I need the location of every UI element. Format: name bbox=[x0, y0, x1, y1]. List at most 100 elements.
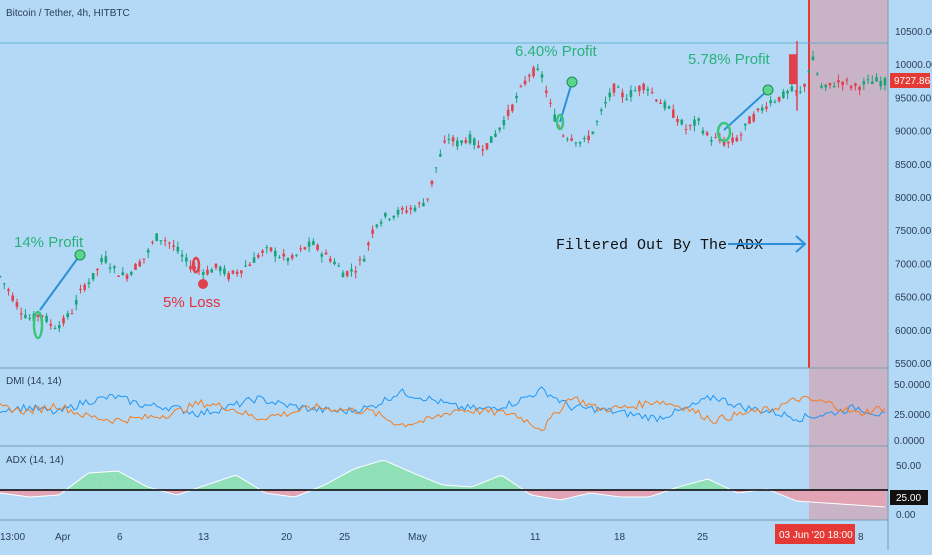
adx-fill-segment bbox=[207, 483, 212, 490]
adx-fill-segment bbox=[51, 490, 56, 496]
adx-fill-segment bbox=[377, 460, 382, 490]
candle-body bbox=[460, 140, 463, 144]
price-axis[interactable]: 10500.00 10000.00 9500.00 9000.00 8500.00 800… bbox=[895, 27, 932, 370]
candle-body bbox=[282, 253, 286, 257]
candle-body bbox=[769, 100, 772, 104]
candle-body bbox=[544, 90, 548, 94]
adx-fill-segment bbox=[870, 490, 874, 507]
candle-body bbox=[134, 263, 137, 270]
adx-fill-segment bbox=[285, 490, 289, 497]
candle-body bbox=[697, 118, 700, 121]
candle-body bbox=[642, 83, 645, 90]
adx-fill-segment bbox=[555, 490, 560, 500]
adx-fill-segment bbox=[818, 490, 823, 503]
adx-fill-segment bbox=[414, 473, 419, 490]
last-price-badge bbox=[890, 73, 930, 88]
adx-fill-segment bbox=[396, 465, 400, 490]
candle-body bbox=[375, 224, 379, 227]
candle-body bbox=[312, 241, 315, 245]
trade2-exit-marker bbox=[198, 279, 208, 289]
candle-body bbox=[807, 70, 811, 72]
adx-fill-segment bbox=[455, 485, 460, 490]
candle-body bbox=[828, 82, 832, 86]
adx-fill-segment bbox=[22, 490, 26, 497]
time-highlight-label: 03 Jun '20 18:00 bbox=[779, 530, 853, 541]
candle-body bbox=[185, 257, 188, 262]
adx-fill-segment bbox=[37, 490, 41, 497]
candle-body bbox=[621, 92, 624, 98]
adx-fill-segment bbox=[640, 490, 645, 497]
candle-body bbox=[870, 81, 874, 85]
candle-body bbox=[477, 145, 480, 148]
candle-body bbox=[121, 272, 125, 275]
adx-fill-segment bbox=[274, 490, 278, 495]
adx-fill-segment bbox=[548, 490, 552, 499]
adx-fill-segment bbox=[448, 485, 452, 490]
time-tick-18: 18 bbox=[614, 532, 626, 543]
price-tick: 6000.00 bbox=[895, 326, 932, 337]
trade4-profit-label: 5.78% Profit bbox=[688, 51, 771, 68]
candle-body bbox=[760, 107, 764, 111]
adx-fill-segment bbox=[588, 490, 593, 494]
adx-fill-segment bbox=[277, 490, 282, 496]
adx-fill-segment bbox=[596, 490, 600, 495]
adx-fill-segment bbox=[399, 467, 404, 490]
adx-fill-segment bbox=[536, 490, 541, 497]
candle-body bbox=[295, 254, 298, 256]
candle-body bbox=[413, 207, 417, 212]
candle-body bbox=[794, 90, 798, 92]
trade1-entry-marker bbox=[32, 310, 44, 340]
candle-body bbox=[108, 267, 112, 269]
adx-fill-segment bbox=[551, 490, 556, 500]
candle-body bbox=[604, 101, 607, 104]
candle-body bbox=[138, 261, 142, 267]
candle-body bbox=[426, 198, 429, 200]
candle-body bbox=[49, 323, 53, 326]
candle-body bbox=[439, 154, 442, 157]
adx-fill-segment bbox=[610, 490, 615, 497]
adx-fill-segment bbox=[785, 490, 789, 498]
candle-body bbox=[705, 132, 709, 136]
time-tick-25b: 25 bbox=[697, 532, 709, 543]
candle-body bbox=[7, 289, 10, 292]
candle-body bbox=[540, 74, 544, 78]
candle-body bbox=[684, 128, 688, 130]
adx-fill-segment bbox=[77, 478, 82, 490]
candle-body bbox=[574, 142, 578, 144]
candle-body bbox=[506, 109, 510, 116]
trade3-entry-marker bbox=[555, 113, 565, 131]
candle-body bbox=[456, 140, 459, 147]
time-axis[interactable]: 13:00 Apr 6 13 20 25 May 11 18 25 8 bbox=[0, 532, 864, 543]
candle-body bbox=[464, 140, 468, 143]
adx-fill-segment bbox=[485, 480, 489, 490]
adx-fill-segment bbox=[836, 490, 841, 504]
adx-fill-segment bbox=[859, 490, 863, 506]
candle-body bbox=[523, 80, 527, 85]
candle-body bbox=[261, 250, 264, 253]
adx-fill-segment bbox=[85, 472, 89, 490]
adx-fill-segment bbox=[503, 476, 508, 490]
candle-body bbox=[400, 207, 404, 210]
candle-body bbox=[616, 86, 620, 88]
candle-body bbox=[324, 252, 328, 255]
candle-body bbox=[789, 54, 797, 85]
candle-body bbox=[608, 92, 612, 98]
adx-fill-segment bbox=[240, 477, 245, 490]
candle-body bbox=[201, 271, 205, 275]
candle-body bbox=[379, 221, 383, 224]
candle-body bbox=[328, 258, 332, 262]
adx-fill-segment bbox=[840, 490, 845, 505]
adx-fill-segment bbox=[599, 490, 604, 495]
candle-body bbox=[688, 124, 692, 126]
price-tick: 8000.00 bbox=[895, 193, 932, 204]
adx-fill-segment bbox=[636, 490, 641, 497]
adx-fill-segment bbox=[137, 481, 141, 490]
candle-body bbox=[422, 202, 425, 207]
adx-fill-segment bbox=[25, 490, 30, 497]
candle-body bbox=[117, 275, 120, 277]
candle-body bbox=[650, 92, 654, 94]
adx-fill-segment bbox=[14, 490, 19, 496]
adx-fill-segment bbox=[710, 480, 715, 490]
